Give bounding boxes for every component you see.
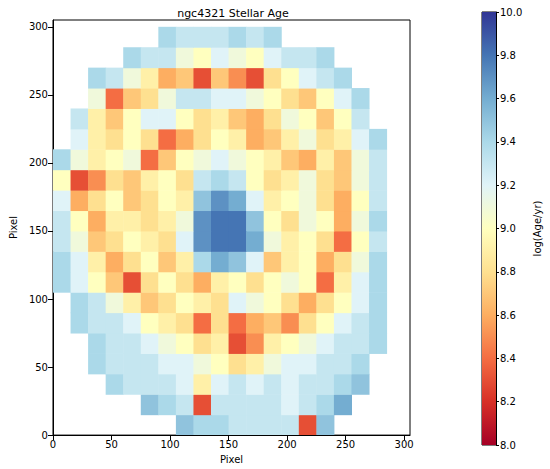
svg-text:150: 150: [219, 439, 238, 450]
svg-text:Pixel: Pixel: [220, 454, 243, 465]
svg-text:8.8: 8.8: [500, 266, 516, 277]
svg-text:150: 150: [29, 225, 48, 236]
svg-text:100: 100: [29, 294, 48, 305]
svg-text:100: 100: [160, 439, 179, 450]
svg-text:ngc4321 Stellar Age: ngc4321 Stellar Age: [177, 7, 289, 20]
svg-text:200: 200: [29, 157, 48, 168]
svg-text:9.8: 9.8: [500, 50, 516, 61]
svg-text:8.0: 8.0: [500, 440, 516, 451]
svg-text:50: 50: [35, 362, 48, 373]
svg-text:200: 200: [278, 439, 297, 450]
svg-text:9.0: 9.0: [500, 223, 516, 234]
svg-text:8.6: 8.6: [500, 310, 516, 321]
svg-text:9.2: 9.2: [500, 180, 516, 191]
svg-text:9.6: 9.6: [500, 93, 516, 104]
svg-text:250: 250: [336, 439, 355, 450]
svg-text:Pixel: Pixel: [8, 216, 19, 239]
svg-text:300: 300: [29, 21, 48, 32]
svg-text:8.4: 8.4: [500, 353, 516, 364]
svg-text:8.2: 8.2: [500, 396, 516, 407]
svg-text:0: 0: [50, 439, 56, 450]
svg-text:log(Age/yr): log(Age/yr): [532, 201, 543, 257]
svg-text:9.4: 9.4: [500, 136, 516, 147]
svg-text:300: 300: [395, 439, 414, 450]
svg-text:10.0: 10.0: [500, 7, 522, 18]
svg-text:0: 0: [42, 430, 48, 441]
svg-text:250: 250: [29, 89, 48, 100]
svg-text:50: 50: [105, 439, 118, 450]
